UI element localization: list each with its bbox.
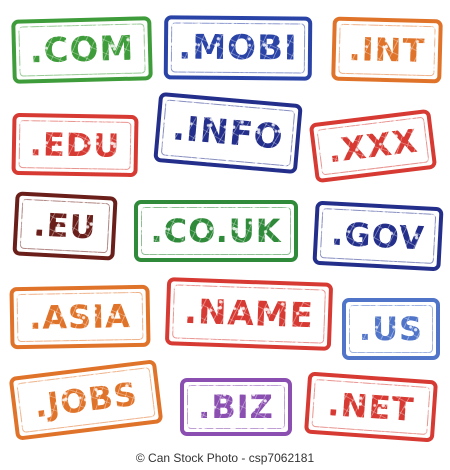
stamp-edu: .EDU xyxy=(11,112,139,178)
stamp-gov-label: .GOV xyxy=(330,214,426,258)
stamp-com-label: .COM xyxy=(29,28,135,72)
stamp-int-label: .INT xyxy=(348,30,426,70)
stamp-co-uk-label: .CO.UK xyxy=(150,212,282,250)
stamp-net-label: .NET xyxy=(326,385,416,429)
credit-text: Can Stock Photo - csp7062181 xyxy=(148,451,315,465)
stamp-jobs-label: .JOBS xyxy=(32,374,140,426)
stamp-eu-label: .EU xyxy=(32,205,98,247)
stamp-com: .COM xyxy=(11,16,153,84)
stamp-eu: .EU xyxy=(12,191,118,261)
stamp-info-label: .INFO xyxy=(170,108,286,158)
image-credit: © Can Stock Photo - csp7062181 xyxy=(0,451,450,465)
stamp-jobs: .JOBS xyxy=(8,359,164,441)
stamp-biz: .BIZ xyxy=(180,378,292,436)
stamp-mobi: .MOBI xyxy=(163,15,313,81)
stamp-xxx: .XXX xyxy=(308,108,438,184)
stamp-net: .NET xyxy=(303,371,439,443)
stamp-xxx-label: .XXX xyxy=(325,121,421,171)
stamp-gov: .GOV xyxy=(312,200,444,272)
stamp-name: .NAME xyxy=(164,277,334,351)
stamp-co-uk: .CO.UK xyxy=(134,200,298,262)
stamp-int: .INT xyxy=(331,16,443,84)
stamp-asia-label: .ASIA xyxy=(28,297,132,337)
stamp-info: .INFO xyxy=(153,91,303,175)
copyright-symbol: © xyxy=(135,451,145,465)
stamp-biz-label: .BIZ xyxy=(198,388,274,426)
stamp-mobi-label: .MOBI xyxy=(178,27,298,69)
stamp-us: .US xyxy=(342,298,440,360)
stamp-asia: .ASIA xyxy=(9,284,151,350)
stamp-name-label: .NAME xyxy=(183,291,315,337)
stamp-us-label: .US xyxy=(358,310,424,348)
stamp-edu-label: .EDU xyxy=(29,125,121,165)
